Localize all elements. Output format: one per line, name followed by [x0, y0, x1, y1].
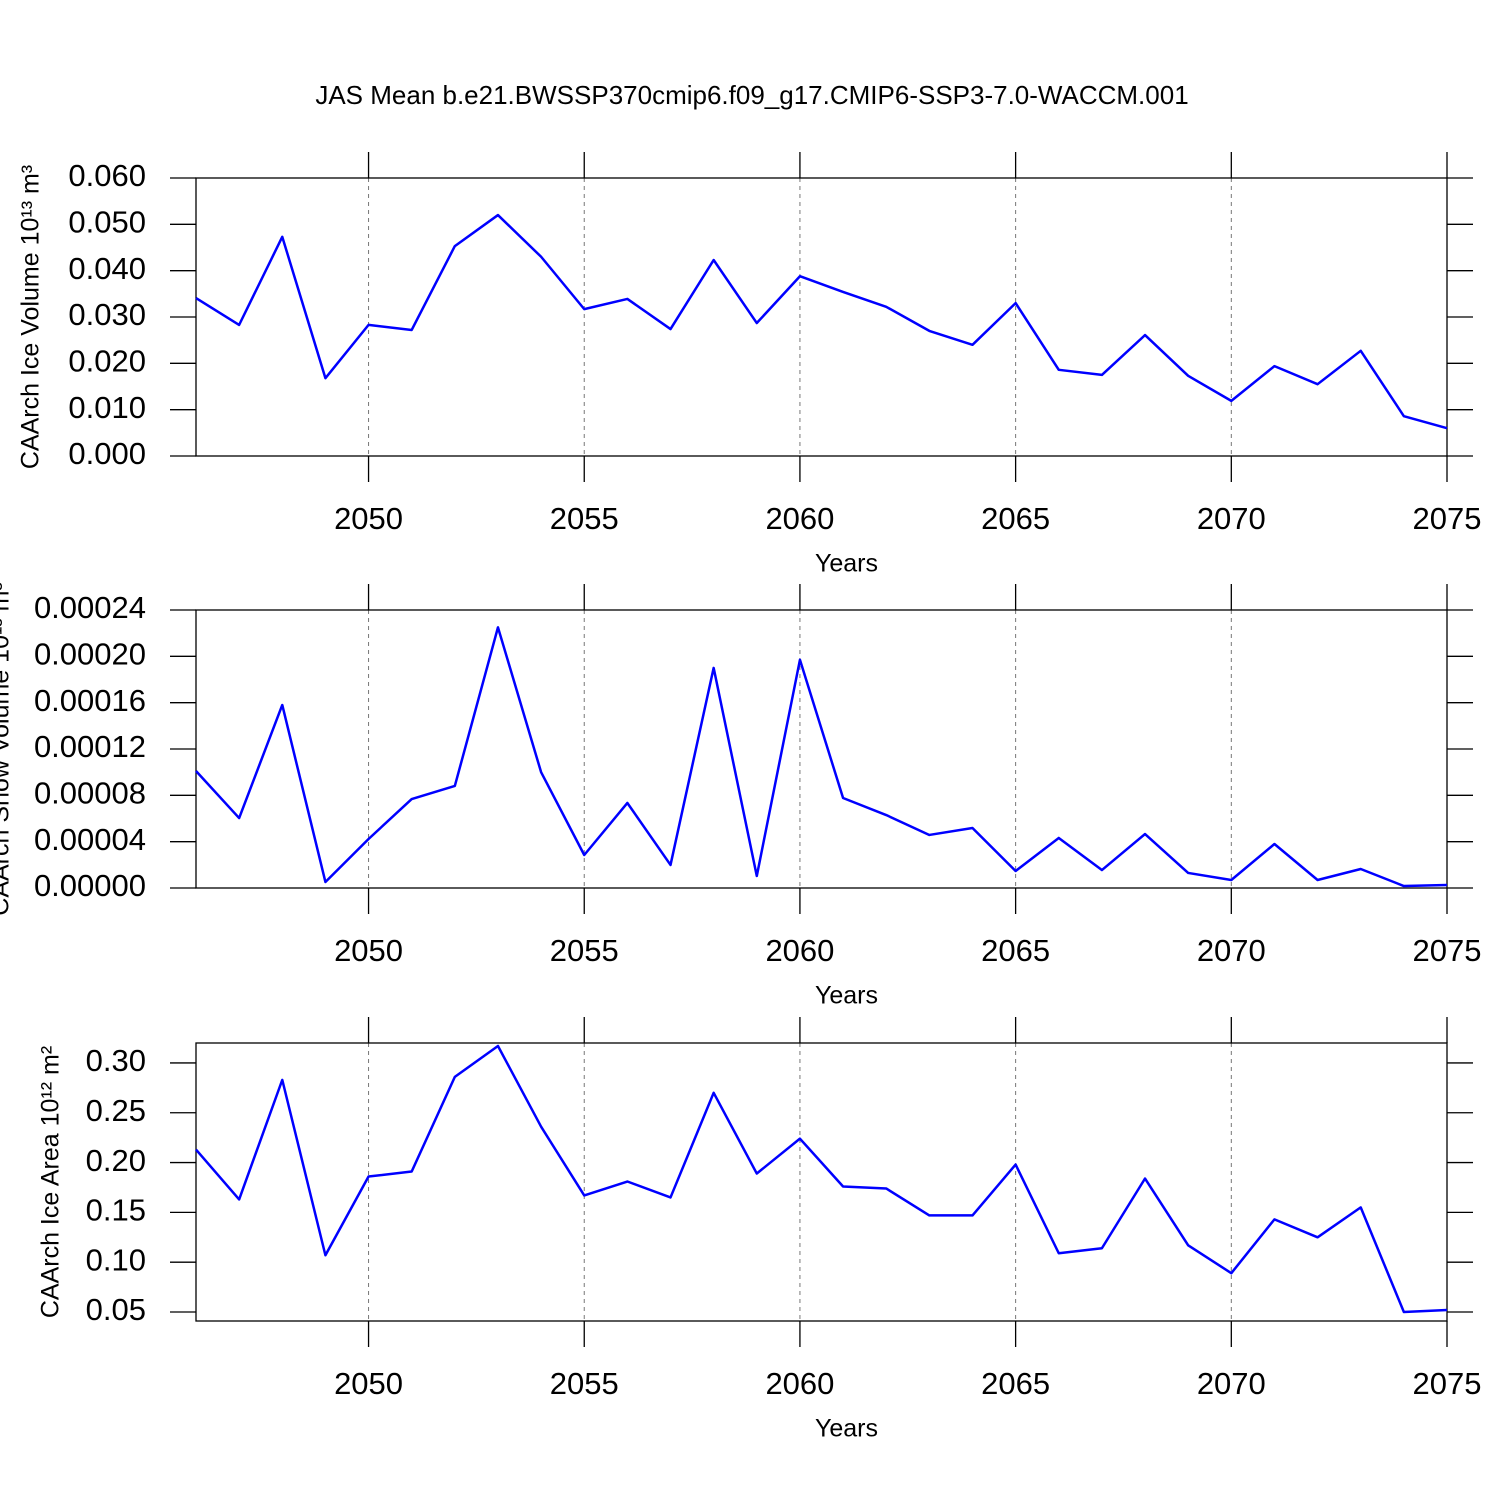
y-tick-label: 0.030	[68, 297, 146, 332]
y-tick-label: 0.05	[86, 1292, 146, 1327]
x-axis-label: Years	[815, 1415, 878, 1443]
x-tick-label: 2065	[981, 501, 1050, 536]
data-line	[195, 1044, 1448, 1314]
y-tick-label: 0.25	[86, 1093, 146, 1128]
y-tick-label: 0.040	[68, 251, 146, 286]
plot-frame	[195, 609, 1448, 889]
plot-frame	[195, 1042, 1448, 1322]
x-tick-label: 2070	[1197, 933, 1266, 968]
x-tick-label: 2075	[1413, 501, 1482, 536]
y-axis-label: CAArch Ice Area 10¹² m²	[37, 1046, 65, 1318]
x-tick-label: 2060	[765, 501, 834, 536]
y-tick-label: 0.20	[86, 1143, 146, 1178]
y-tick-label: 0.020	[68, 344, 146, 379]
x-tick-label: 2050	[334, 933, 403, 968]
x-tick-label: 2060	[765, 1366, 834, 1401]
x-tick-label: 2070	[1197, 1366, 1266, 1401]
x-tick-label: 2070	[1197, 501, 1266, 536]
x-tick-label: 2065	[981, 933, 1050, 968]
x-tick-label: 2055	[550, 933, 619, 968]
x-tick-label: 2055	[550, 1366, 619, 1401]
y-tick-label: 0.010	[68, 390, 146, 425]
x-tick-label: 2075	[1413, 1366, 1482, 1401]
x-tick-label: 2055	[550, 501, 619, 536]
x-tick-label: 2075	[1413, 933, 1482, 968]
x-axis-label: Years	[815, 550, 878, 578]
y-tick-label: 0.050	[68, 205, 146, 240]
x-tick-label: 2065	[981, 1366, 1050, 1401]
chart-title: JAS Mean b.e21.BWSSP370cmip6.f09_g17.CMI…	[315, 80, 1188, 110]
plot-frame	[195, 177, 1448, 457]
y-axis-label: CAArch Snow Volume 10¹³ m³	[0, 582, 15, 915]
x-tick-label: 2050	[334, 1366, 403, 1401]
data-line	[195, 626, 1448, 888]
data-line	[195, 213, 1448, 430]
y-tick-label: 0.00012	[34, 729, 146, 764]
y-tick-label: 0.30	[86, 1043, 146, 1078]
y-tick-label: 0.00016	[34, 683, 146, 718]
y-tick-label: 0.15	[86, 1193, 146, 1228]
y-tick-label: 0.00024	[34, 590, 146, 625]
x-tick-label: 2050	[334, 501, 403, 536]
y-tick-label: 0.060	[68, 158, 146, 193]
y-tick-label: 0.10	[86, 1242, 146, 1277]
y-tick-label: 0.00004	[34, 822, 146, 857]
x-tick-label: 2060	[765, 933, 834, 968]
y-tick-label: 0.00020	[34, 637, 146, 672]
y-axis-label: CAArch Ice Volume 10¹³ m³	[17, 165, 45, 469]
y-tick-label: 0.00008	[34, 776, 146, 811]
y-tick-label: 0.000	[68, 436, 146, 471]
x-axis-label: Years	[815, 982, 878, 1010]
y-tick-label: 0.00000	[34, 868, 146, 903]
